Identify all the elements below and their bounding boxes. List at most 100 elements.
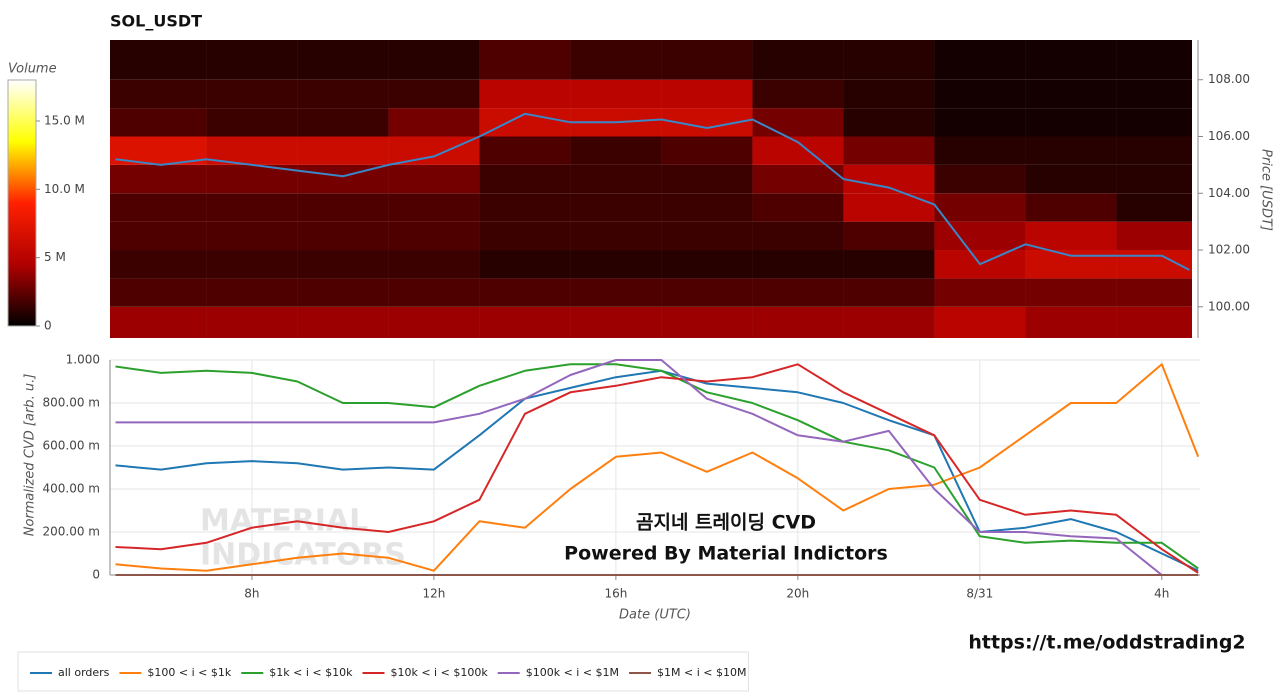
heat-cell	[934, 136, 1026, 165]
heat-cell	[1025, 79, 1117, 109]
legend-label: $10k < i < $100k	[390, 666, 488, 679]
heat-cell	[1116, 164, 1192, 194]
heat-cell	[1116, 221, 1192, 251]
heat-cell	[1025, 193, 1117, 222]
heat-cell	[752, 193, 844, 222]
heat-cell	[110, 40, 207, 80]
y-tick-label: 800.00 m	[43, 396, 101, 410]
colorbar-tick-label: 10.0 M	[44, 182, 85, 196]
colorbar-label: Volume	[8, 62, 57, 77]
annotation: 곰지네 트레이딩 CVD	[636, 512, 816, 534]
heat-cell	[843, 250, 935, 279]
heat-cell	[843, 221, 935, 251]
heat-cell	[843, 306, 935, 338]
heat-cell	[661, 136, 753, 165]
heat-cell	[661, 250, 753, 279]
heat-cell	[297, 79, 389, 109]
heat-cell	[752, 79, 844, 109]
heat-cell	[1025, 306, 1117, 338]
y-tick-label: 600.00 m	[43, 439, 101, 453]
heat-cell	[1025, 221, 1117, 251]
heat-cell	[297, 306, 389, 338]
colorbar-tick-label: 0	[44, 319, 52, 333]
heat-cell	[479, 79, 571, 109]
y-tick-label: 100.00	[1208, 299, 1250, 313]
heat-cell	[479, 250, 571, 279]
heat-cell	[388, 193, 480, 222]
series-line	[115, 359, 1199, 576]
annotation: Powered By Material Indictors	[564, 543, 888, 565]
heat-cell	[388, 306, 480, 338]
heat-cell	[661, 278, 753, 307]
heat-cell	[843, 108, 935, 137]
heat-cell	[752, 40, 844, 80]
heat-cell	[661, 40, 753, 80]
heat-cell	[297, 193, 389, 222]
heat-cell	[206, 278, 298, 307]
y-tick-label: 104.00	[1208, 186, 1250, 200]
heat-cell	[752, 136, 844, 165]
x-tick-label: 12h	[422, 587, 445, 601]
heat-cell	[570, 79, 662, 109]
heat-cell	[934, 221, 1026, 251]
y-axis-label: Normalized CVD [arb. u.]	[23, 374, 38, 537]
heat-cell	[752, 306, 844, 338]
heat-cell	[1116, 136, 1192, 165]
heat-cell	[110, 278, 207, 307]
heat-cell	[934, 108, 1026, 137]
heat-cell	[934, 79, 1026, 109]
heat-cell	[934, 306, 1026, 338]
heat-cell	[752, 250, 844, 279]
heat-cell	[843, 164, 935, 194]
heat-cell	[1025, 250, 1117, 279]
heat-cell	[570, 40, 662, 80]
heat-cell	[752, 164, 844, 194]
heat-cell	[110, 193, 207, 222]
y-tick-label: 400.00 m	[43, 482, 101, 496]
heat-cell	[570, 250, 662, 279]
heat-cell	[479, 40, 571, 80]
footer-link[interactable]: https://t.me/oddstrading2	[968, 632, 1245, 654]
heat-cell	[388, 79, 480, 109]
heat-cell	[388, 221, 480, 251]
heat-cell	[752, 221, 844, 251]
heat-cell	[752, 278, 844, 307]
y-axis-label: Price [USDT]	[1259, 149, 1274, 231]
heat-cell	[1116, 278, 1192, 307]
heat-cell	[661, 306, 753, 338]
heat-cell	[479, 136, 571, 165]
heat-cell	[570, 193, 662, 222]
heat-cell	[479, 306, 571, 338]
heat-cell	[661, 193, 753, 222]
heat-cell	[206, 306, 298, 338]
x-tick-label: 8h	[244, 587, 259, 601]
heat-cell	[206, 221, 298, 251]
heat-cell	[297, 278, 389, 307]
legend-label: all orders	[58, 666, 110, 679]
y-tick-label: 106.00	[1208, 129, 1250, 143]
heat-cell	[297, 250, 389, 279]
heat-cell	[934, 40, 1026, 80]
heat-cell	[752, 108, 844, 137]
heat-cell	[110, 250, 207, 279]
legend-label: $1k < i < $10k	[269, 666, 353, 679]
heat-cell	[661, 164, 753, 194]
heat-cell	[843, 40, 935, 80]
heat-cell	[843, 193, 935, 222]
heat-cell	[479, 193, 571, 222]
colorbar-tick-label: 5 M	[44, 250, 66, 264]
heat-cell	[934, 164, 1026, 194]
price-line	[115, 112, 1190, 271]
y-tick-label: 1.000	[66, 353, 100, 367]
heat-cell	[934, 193, 1026, 222]
x-axis-label: Date (UTC)	[619, 608, 691, 623]
heat-cell	[934, 278, 1026, 307]
heat-cell	[110, 306, 207, 338]
y-tick-label: 0	[92, 568, 100, 582]
heat-cell	[1025, 136, 1117, 165]
legend-label: $1M < i < $10M	[657, 666, 746, 679]
heat-cell	[570, 136, 662, 165]
heat-cell	[388, 278, 480, 307]
heat-cell	[297, 221, 389, 251]
